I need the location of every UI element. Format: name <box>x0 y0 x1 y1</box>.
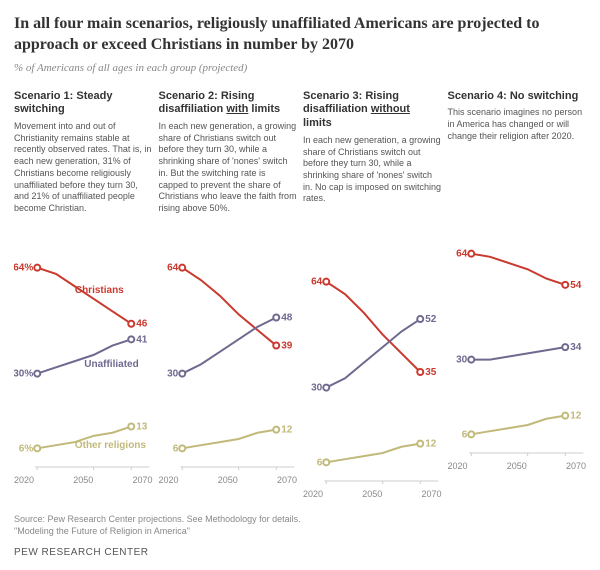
panel-title: Scenario 3: Rising disaffiliation withou… <box>303 90 442 131</box>
series-line-unaffiliated <box>471 347 565 359</box>
series-marker-christians <box>323 279 329 285</box>
series-marker-unaffiliated <box>417 316 423 322</box>
panel-title: Scenario 2: Rising disaffiliation with l… <box>159 90 298 118</box>
footer-report: "Modeling the Future of Religion in Amer… <box>14 525 586 538</box>
series-marker-other <box>179 445 185 451</box>
x-tick-label: 2070 <box>395 489 441 499</box>
panel-description: In each new generation, a growing share … <box>303 135 442 255</box>
chart-panel: Scenario 1: Steady switching Movement int… <box>14 90 153 499</box>
chart-panel: Scenario 3: Rising disaffiliation withou… <box>303 90 442 499</box>
series-start-label-christians: 64% <box>14 263 33 274</box>
panel-title: Scenario 4: No switching <box>448 90 587 104</box>
series-start-label-other: 6 <box>317 457 323 468</box>
series-end-label-other: 12 <box>425 438 437 449</box>
footer-brand: PEW RESEARCH CENTER <box>14 546 586 560</box>
series-marker-other <box>323 459 329 465</box>
panel-chart: 64% 46 30% 41 6% 13 Christians Unaffiliated Othe… <box>14 241 153 471</box>
series-marker-christians <box>128 321 134 327</box>
series-start-label-christians: 64 <box>311 277 323 288</box>
chart-panel: Scenario 4: No switching This scenario im… <box>448 90 587 499</box>
chart-title: In all four main scenarios, religiously … <box>14 14 586 56</box>
chart-subtitle: % of Americans of all ages in each group… <box>14 62 586 74</box>
panels-row: Scenario 1: Steady switching Movement int… <box>14 90 586 499</box>
series-end-label-christians: 39 <box>281 341 293 352</box>
series-start-label-other: 6% <box>19 443 34 454</box>
series-marker-unaffiliated <box>34 371 40 377</box>
panel-title: Scenario 1: Steady switching <box>14 90 153 118</box>
series-end-label-unaffiliated: 48 <box>281 313 293 324</box>
x-tick-label: 2070 <box>106 475 152 485</box>
panel-description: In each new generation, a growing share … <box>159 121 298 241</box>
series-line-christians <box>326 282 420 372</box>
series-marker-unaffiliated <box>128 336 134 342</box>
series-marker-christians <box>273 343 279 349</box>
series-start-label-unaffiliated: 30 <box>456 355 468 366</box>
series-marker-christians <box>562 282 568 288</box>
panel-chart: 64 35 30 52 6 12 <box>303 255 442 485</box>
series-end-label-unaffiliated: 41 <box>136 334 148 345</box>
series-line-other <box>471 416 565 435</box>
series-start-label-christians: 64 <box>167 263 179 274</box>
panel-chart: 64 39 30 48 6 12 <box>159 241 298 471</box>
series-marker-other <box>562 413 568 419</box>
series-marker-christians <box>179 265 185 271</box>
series-start-label-other: 6 <box>461 430 467 441</box>
series-start-label-other: 6 <box>172 443 178 454</box>
x-tick-label: 2050 <box>494 461 540 471</box>
series-marker-christians <box>34 265 40 271</box>
x-axis-labels: 202020502070 <box>159 475 298 485</box>
x-axis-labels: 202020502070 <box>303 489 442 499</box>
x-tick-label: 2020 <box>159 475 205 485</box>
x-tick-label: 2020 <box>14 475 60 485</box>
series-marker-other <box>468 432 474 438</box>
series-line-other <box>182 430 276 449</box>
series-end-label-christians: 54 <box>570 280 582 291</box>
series-end-label-christians: 35 <box>425 367 437 378</box>
series-start-label-christians: 64 <box>456 249 468 260</box>
series-marker-other <box>417 440 423 446</box>
series-marker-unaffiliated <box>273 315 279 321</box>
series-end-label-unaffiliated: 52 <box>425 314 437 325</box>
series-end-label-other: 12 <box>281 425 293 436</box>
series-marker-other <box>273 427 279 433</box>
series-start-label-unaffiliated: 30 <box>167 369 179 380</box>
series-line-unaffiliated <box>326 319 420 388</box>
series-line-christians <box>182 268 276 346</box>
series-end-label-other: 12 <box>570 411 582 422</box>
x-tick-label: 2020 <box>448 461 494 471</box>
series-line-other <box>326 443 420 462</box>
panel-description: Movement into and out of Christianity re… <box>14 121 153 241</box>
series-name-other: Other religions <box>75 440 147 451</box>
series-start-label-unaffiliated: 30% <box>14 369 33 380</box>
series-marker-christians <box>468 251 474 257</box>
series-marker-christians <box>417 369 423 375</box>
x-axis-labels: 202020502070 <box>14 475 153 485</box>
panel-chart: 64 54 30 34 6 12 <box>448 227 587 457</box>
series-line-christians <box>471 254 565 285</box>
series-marker-unaffiliated <box>179 371 185 377</box>
series-name-christians: Christians <box>75 285 124 296</box>
panel-description: This scenario imagines no person in Amer… <box>448 107 587 227</box>
series-end-label-christians: 46 <box>136 319 148 330</box>
series-marker-other <box>128 424 134 430</box>
series-marker-unaffiliated <box>323 384 329 390</box>
x-tick-label: 2050 <box>205 475 251 485</box>
chart-panel: Scenario 2: Rising disaffiliation with l… <box>159 90 298 499</box>
series-start-label-unaffiliated: 30 <box>311 382 323 393</box>
x-tick-label: 2070 <box>540 461 586 471</box>
series-end-label-unaffiliated: 34 <box>570 342 582 353</box>
series-marker-other <box>34 445 40 451</box>
footer-source: Source: Pew Research Center projections.… <box>14 513 586 526</box>
x-axis-labels: 202020502070 <box>448 461 587 471</box>
series-marker-unaffiliated <box>468 357 474 363</box>
series-line-unaffiliated <box>182 318 276 374</box>
chart-footer: Source: Pew Research Center projections.… <box>14 513 586 560</box>
x-tick-label: 2050 <box>349 489 395 499</box>
series-marker-unaffiliated <box>562 344 568 350</box>
series-end-label-other: 13 <box>136 422 148 433</box>
x-tick-label: 2020 <box>303 489 349 499</box>
series-name-unaffiliated: Unaffiliated <box>84 359 138 370</box>
x-tick-label: 2070 <box>251 475 297 485</box>
x-tick-label: 2050 <box>60 475 106 485</box>
